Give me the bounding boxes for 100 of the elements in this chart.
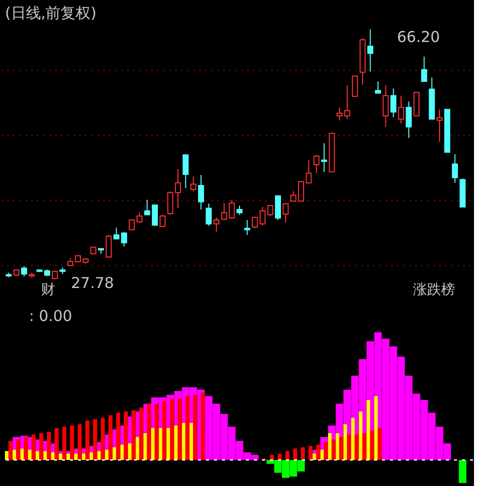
bar [182,422,186,460]
chart-title: (日线,前复权) [5,4,96,22]
annotation: 27.78 [71,274,114,292]
candlestick [398,95,404,124]
bar [82,454,86,460]
bar [278,454,282,460]
bar [174,426,178,460]
bar [132,410,136,460]
bar [378,428,382,460]
candlestick [198,174,204,210]
candlestick [160,214,166,228]
candlestick [367,28,374,72]
candlestick [390,88,396,118]
bar [324,442,328,460]
bar [146,404,151,460]
bar [43,451,47,460]
bar [36,451,40,460]
bar [374,396,378,460]
annotation: 66.20 [397,28,440,46]
candlestick [374,80,381,94]
bar [308,446,312,460]
bar [151,428,155,460]
bar [193,394,198,460]
candlestick [236,205,242,216]
bar [458,460,466,483]
bar [54,428,59,460]
bar [316,444,320,460]
bar [185,396,190,460]
bar [366,400,370,460]
candlestick [413,92,420,116]
text: 涨跌榜 [413,282,455,298]
bar [270,454,274,460]
bar [320,450,324,460]
bar [136,437,140,460]
candlestick [190,176,196,192]
bar [358,411,362,460]
candlestick [206,203,212,226]
bar [70,426,74,460]
bar [16,440,20,460]
bar [120,444,124,460]
bar [100,418,105,460]
candlestick [406,101,412,138]
bar [285,451,290,460]
bar [58,454,62,460]
candlestick [321,142,328,172]
bar [4,451,8,460]
bar [51,452,55,460]
bar [62,426,66,460]
bar [90,452,94,460]
bar [128,443,132,460]
bar [74,454,78,460]
bar [354,434,359,460]
bar [351,418,355,460]
candlestick [144,199,150,216]
candlestick [106,234,112,258]
bar [293,448,298,460]
candlestick [244,219,250,236]
bar [116,412,120,460]
bar [28,450,32,460]
bar [178,398,182,460]
bar [200,392,205,460]
bar [312,454,316,460]
bar [24,437,28,460]
candlestick [452,154,458,184]
bar [85,420,90,460]
bar [300,447,305,460]
bar [143,433,147,460]
bar [343,424,347,460]
candlestick [274,194,281,220]
bar [336,433,340,460]
bar [39,433,44,460]
bar [339,437,344,460]
bar [93,419,98,460]
bar [346,434,351,460]
candlestick [282,202,289,224]
bar [108,415,112,460]
bar [124,411,128,460]
bar [139,408,144,460]
candlestick [21,266,28,278]
bar [46,432,51,460]
bar [112,447,116,460]
candlestick [382,84,389,128]
candlestick [182,154,189,189]
bar [190,422,194,460]
candlestick [228,199,235,220]
candlestick [152,204,158,226]
bar [97,451,101,460]
candlestick [313,154,320,174]
text: 财 [41,282,55,298]
bar [66,454,70,460]
bar [362,433,366,460]
chart-title: : 0.00 [29,307,72,325]
bar [32,434,36,460]
bar [154,404,159,460]
bar [12,450,16,460]
bar [370,430,374,460]
bar [170,398,174,460]
bar [8,440,12,460]
candlestick [421,56,428,82]
bar [328,433,332,460]
